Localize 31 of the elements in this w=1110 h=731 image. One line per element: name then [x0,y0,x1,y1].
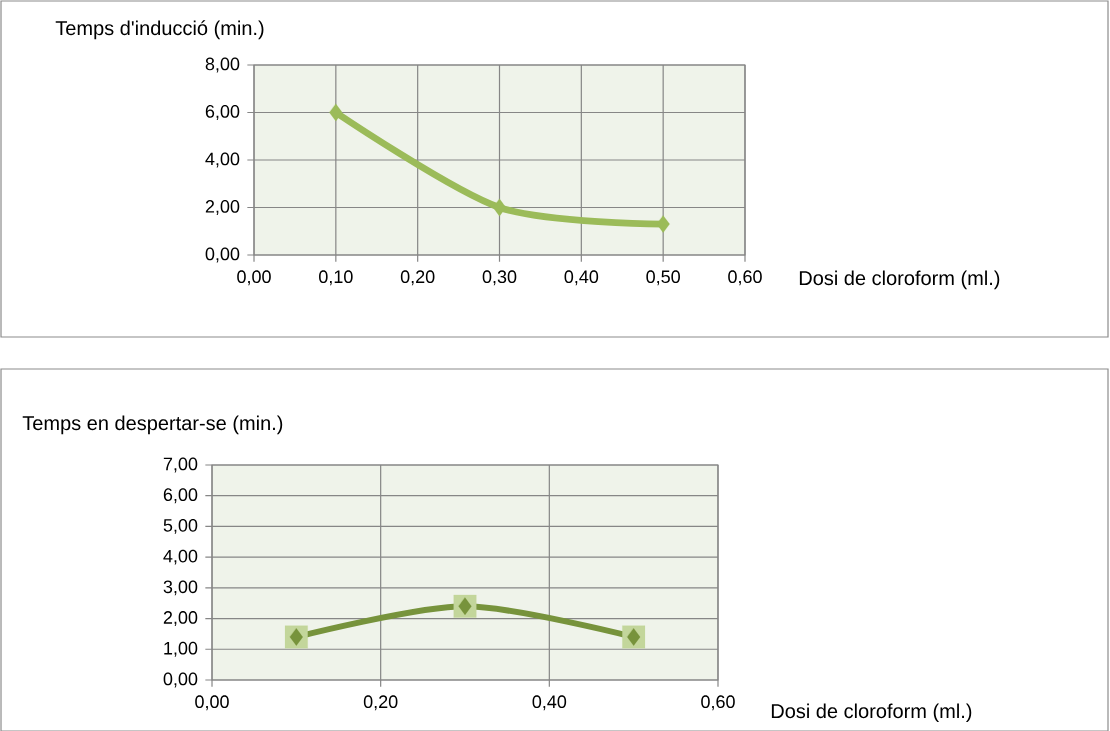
x-tick-label: 0,10 [319,270,353,286]
y-tick-label: 5,00 [163,518,198,534]
y-tick-label: 1,00 [164,641,198,657]
y-tick-label: 6,00 [163,488,198,504]
y-tick-label: 7,00 [163,457,198,473]
y-tick-label: 2,00 [205,200,240,215]
y-tick-label: 3,00 [163,580,198,596]
x-tick-label: 0,00 [237,270,271,286]
y-tick-label: 0,00 [205,247,240,263]
point [656,215,670,233]
y-axis-title: Temps d'inducció (min.) [55,20,264,40]
x-tick-label: 0,60 [728,270,762,286]
y-axis-title: Temps en despertar-se (min.) [22,415,283,435]
point [329,103,343,122]
x-tick-label: 0,20 [400,270,435,286]
x-tick-label: 0,00 [195,695,229,711]
x-tick-label: 0,20 [363,695,398,711]
y-tick-label: 4,00 [205,152,240,168]
y-tick-label: 8,00 [205,57,240,73]
x-axis-title: Dosi de cloroform (ml.) [771,703,972,723]
x-tick-label: 0,40 [532,695,567,711]
y-tick-label: 6,00 [205,105,240,120]
x-tick-label: 0,60 [701,695,735,711]
x-tick-label: 0,30 [482,270,517,286]
point [492,198,507,217]
x-tick-label: 0,50 [646,270,680,286]
y-tick-label: 2,00 [163,611,198,626]
x-axis-title: Dosi de cloroform (ml.) [799,270,1000,290]
y-tick-label: 0,00 [163,672,198,688]
y-tick-label: 4,00 [163,549,198,565]
x-tick-label: 0,40 [564,270,599,286]
